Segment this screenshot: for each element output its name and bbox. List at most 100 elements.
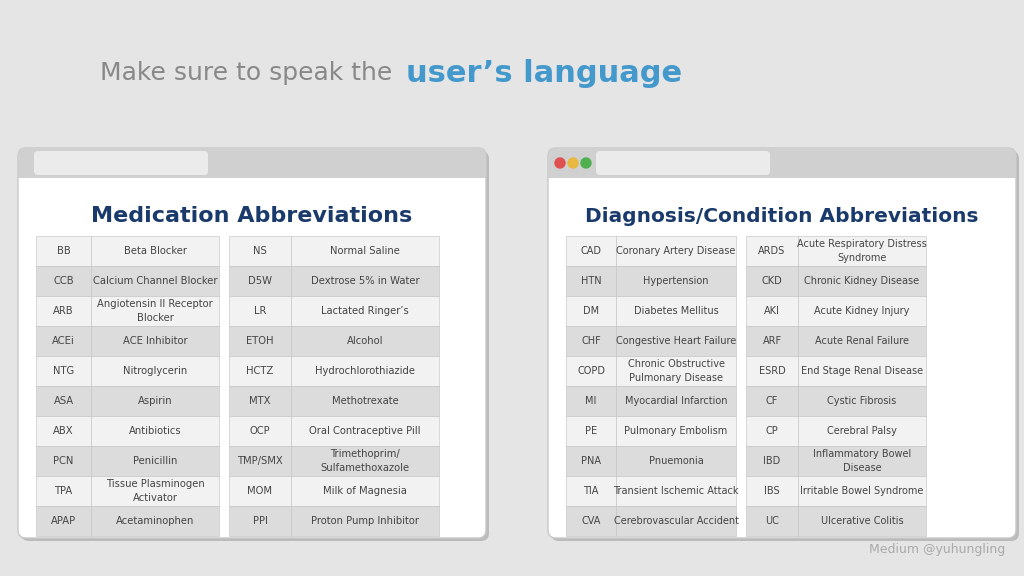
Bar xyxy=(291,236,439,266)
Bar xyxy=(746,476,798,506)
Bar xyxy=(91,356,219,386)
Text: ACEi: ACEi xyxy=(52,336,75,346)
Bar xyxy=(91,386,219,416)
Bar xyxy=(91,266,219,296)
Bar xyxy=(291,416,439,446)
Bar xyxy=(36,326,91,356)
Text: OCP: OCP xyxy=(250,426,270,436)
Bar xyxy=(36,386,91,416)
Bar xyxy=(616,266,736,296)
Bar xyxy=(229,266,291,296)
Bar xyxy=(746,386,798,416)
Text: Coronary Artery Disease: Coronary Artery Disease xyxy=(616,246,735,256)
Bar xyxy=(746,446,798,476)
Text: MOM: MOM xyxy=(248,486,272,496)
Bar xyxy=(746,416,798,446)
Text: Irritable Bowel Syndrome: Irritable Bowel Syndrome xyxy=(801,486,924,496)
Text: ARDS: ARDS xyxy=(759,246,785,256)
Bar xyxy=(616,476,736,506)
Bar xyxy=(616,326,736,356)
FancyBboxPatch shape xyxy=(18,148,486,538)
Text: Oral Contraceptive Pill: Oral Contraceptive Pill xyxy=(309,426,421,436)
Text: Acetaminophen: Acetaminophen xyxy=(116,516,195,526)
Bar xyxy=(798,416,926,446)
Bar xyxy=(566,386,616,416)
Text: CKD: CKD xyxy=(762,276,782,286)
Text: Cerebrovascular Accident: Cerebrovascular Accident xyxy=(613,516,738,526)
Bar xyxy=(616,356,736,386)
Bar xyxy=(566,476,616,506)
Text: Medication Abbreviations: Medication Abbreviations xyxy=(91,206,413,226)
Circle shape xyxy=(581,158,591,168)
Text: Pulmonary Embolism: Pulmonary Embolism xyxy=(625,426,728,436)
Text: CF: CF xyxy=(766,396,778,406)
Bar xyxy=(746,356,798,386)
Bar xyxy=(566,326,616,356)
Bar xyxy=(291,446,439,476)
FancyBboxPatch shape xyxy=(18,148,486,178)
Bar xyxy=(91,416,219,446)
Text: ABX: ABX xyxy=(53,426,74,436)
Text: Activator: Activator xyxy=(132,492,177,503)
Text: user’s language: user’s language xyxy=(406,59,682,88)
Bar xyxy=(746,296,798,326)
FancyBboxPatch shape xyxy=(551,151,1019,541)
Text: Inflammatory Bowel: Inflammatory Bowel xyxy=(813,449,911,460)
Bar xyxy=(616,416,736,446)
Bar xyxy=(229,356,291,386)
Bar xyxy=(798,296,926,326)
Text: DM: DM xyxy=(583,306,599,316)
Bar xyxy=(291,476,439,506)
Bar xyxy=(616,296,736,326)
Text: Acute Kidney Injury: Acute Kidney Injury xyxy=(814,306,909,316)
Bar xyxy=(36,416,91,446)
Bar xyxy=(566,506,616,536)
Bar xyxy=(798,476,926,506)
Text: ARB: ARB xyxy=(53,306,74,316)
Bar xyxy=(18,156,486,178)
Text: Normal Saline: Normal Saline xyxy=(330,246,400,256)
Text: Make sure to speak the: Make sure to speak the xyxy=(99,61,400,85)
Bar xyxy=(798,386,926,416)
Text: ACE Inhibitor: ACE Inhibitor xyxy=(123,336,187,346)
Text: D5W: D5W xyxy=(248,276,272,286)
Text: Congestive Heart Failure: Congestive Heart Failure xyxy=(615,336,736,346)
Text: Tissue Plasminogen: Tissue Plasminogen xyxy=(105,479,205,490)
Text: AKI: AKI xyxy=(764,306,780,316)
Bar xyxy=(616,236,736,266)
Bar xyxy=(291,386,439,416)
Text: CAD: CAD xyxy=(581,246,601,256)
Bar xyxy=(616,506,736,536)
Text: PCN: PCN xyxy=(53,456,74,466)
Text: IBD: IBD xyxy=(763,456,780,466)
Bar xyxy=(36,236,91,266)
Bar xyxy=(746,326,798,356)
Text: Pnuemonia: Pnuemonia xyxy=(648,456,703,466)
Bar xyxy=(91,506,219,536)
Bar xyxy=(36,296,91,326)
Text: Trimethoprim/: Trimethoprim/ xyxy=(330,449,400,460)
Text: BB: BB xyxy=(56,246,71,256)
Bar xyxy=(291,266,439,296)
Bar xyxy=(229,446,291,476)
Text: NS: NS xyxy=(253,246,267,256)
Text: ASA: ASA xyxy=(53,396,74,406)
Text: Alcohol: Alcohol xyxy=(347,336,383,346)
Text: LR: LR xyxy=(254,306,266,316)
Text: COPD: COPD xyxy=(577,366,605,376)
Text: Cystic Fibrosis: Cystic Fibrosis xyxy=(827,396,897,406)
Text: Cerebral Palsy: Cerebral Palsy xyxy=(827,426,897,436)
Bar xyxy=(229,326,291,356)
Text: HTN: HTN xyxy=(581,276,601,286)
Bar xyxy=(36,356,91,386)
Text: Medium @yuhungling: Medium @yuhungling xyxy=(868,544,1005,556)
Text: ESRD: ESRD xyxy=(759,366,785,376)
Text: Transient Ischemic Attack: Transient Ischemic Attack xyxy=(613,486,738,496)
Text: Disease: Disease xyxy=(843,463,882,472)
Bar xyxy=(616,446,736,476)
Text: CCB: CCB xyxy=(53,276,74,286)
Text: CVA: CVA xyxy=(582,516,601,526)
Bar xyxy=(798,266,926,296)
Bar xyxy=(36,446,91,476)
Text: TIA: TIA xyxy=(584,486,599,496)
